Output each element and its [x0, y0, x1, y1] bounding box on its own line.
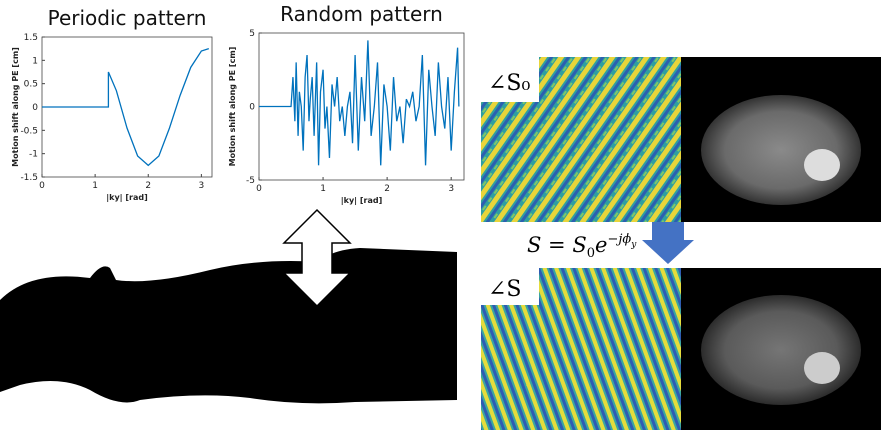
y-tick-label: 0	[32, 103, 38, 113]
y-tick-label: 1.5	[24, 33, 38, 43]
formula-part: 0	[587, 246, 595, 261]
mri-organ	[804, 352, 840, 384]
chart-title: Periodic pattern	[48, 6, 207, 30]
chart-title: Random pattern	[280, 2, 443, 26]
formula-part: e	[595, 233, 607, 257]
formula: S = S0e−jϕy	[527, 232, 637, 261]
y-axis-label: Motion shift along PE [cm]	[228, 47, 237, 167]
data-line	[259, 40, 460, 166]
y-tick-label: -1	[29, 150, 38, 160]
y-tick-label: -0.5	[20, 126, 38, 136]
x-tick-label: 1	[92, 181, 98, 191]
y-tick-label: 5	[249, 29, 255, 39]
y-tick-label: 0.5	[24, 80, 38, 90]
mri-anatomy	[701, 95, 861, 205]
y-tick-label: -1.5	[20, 173, 38, 183]
label-box	[481, 268, 539, 305]
x-tick-label: 3	[199, 181, 205, 191]
x-axis-label: |ky| [rad]	[341, 196, 383, 205]
y-tick-label: 0	[249, 103, 255, 113]
x-tick-label: 0	[256, 184, 262, 194]
mri-anatomy	[701, 295, 861, 405]
x-tick-label: 2	[384, 184, 390, 194]
motion-arrow	[282, 208, 352, 308]
down-arrow	[642, 222, 694, 264]
formula-part: y	[630, 240, 637, 250]
mri-organ	[804, 149, 840, 181]
body-silhouette	[0, 248, 457, 404]
phase-label: ∠S₀	[488, 71, 531, 96]
data-line	[42, 48, 210, 167]
label-box	[481, 57, 539, 102]
y-axis-label: Motion shift along PE [cm]	[11, 47, 20, 167]
x-tick-label: 2	[145, 181, 151, 191]
x-tick-label: 3	[448, 184, 454, 194]
phase-label: ∠S	[488, 277, 522, 302]
y-tick-label: -5	[246, 176, 255, 186]
x-axis-label: |ky| [rad]	[106, 193, 148, 202]
formula-part: −jϕ	[607, 232, 631, 247]
x-tick-label: 0	[39, 181, 45, 191]
formula-part: S = S	[527, 233, 587, 257]
y-tick-label: 1	[32, 56, 38, 66]
x-tick-label: 1	[320, 184, 326, 194]
